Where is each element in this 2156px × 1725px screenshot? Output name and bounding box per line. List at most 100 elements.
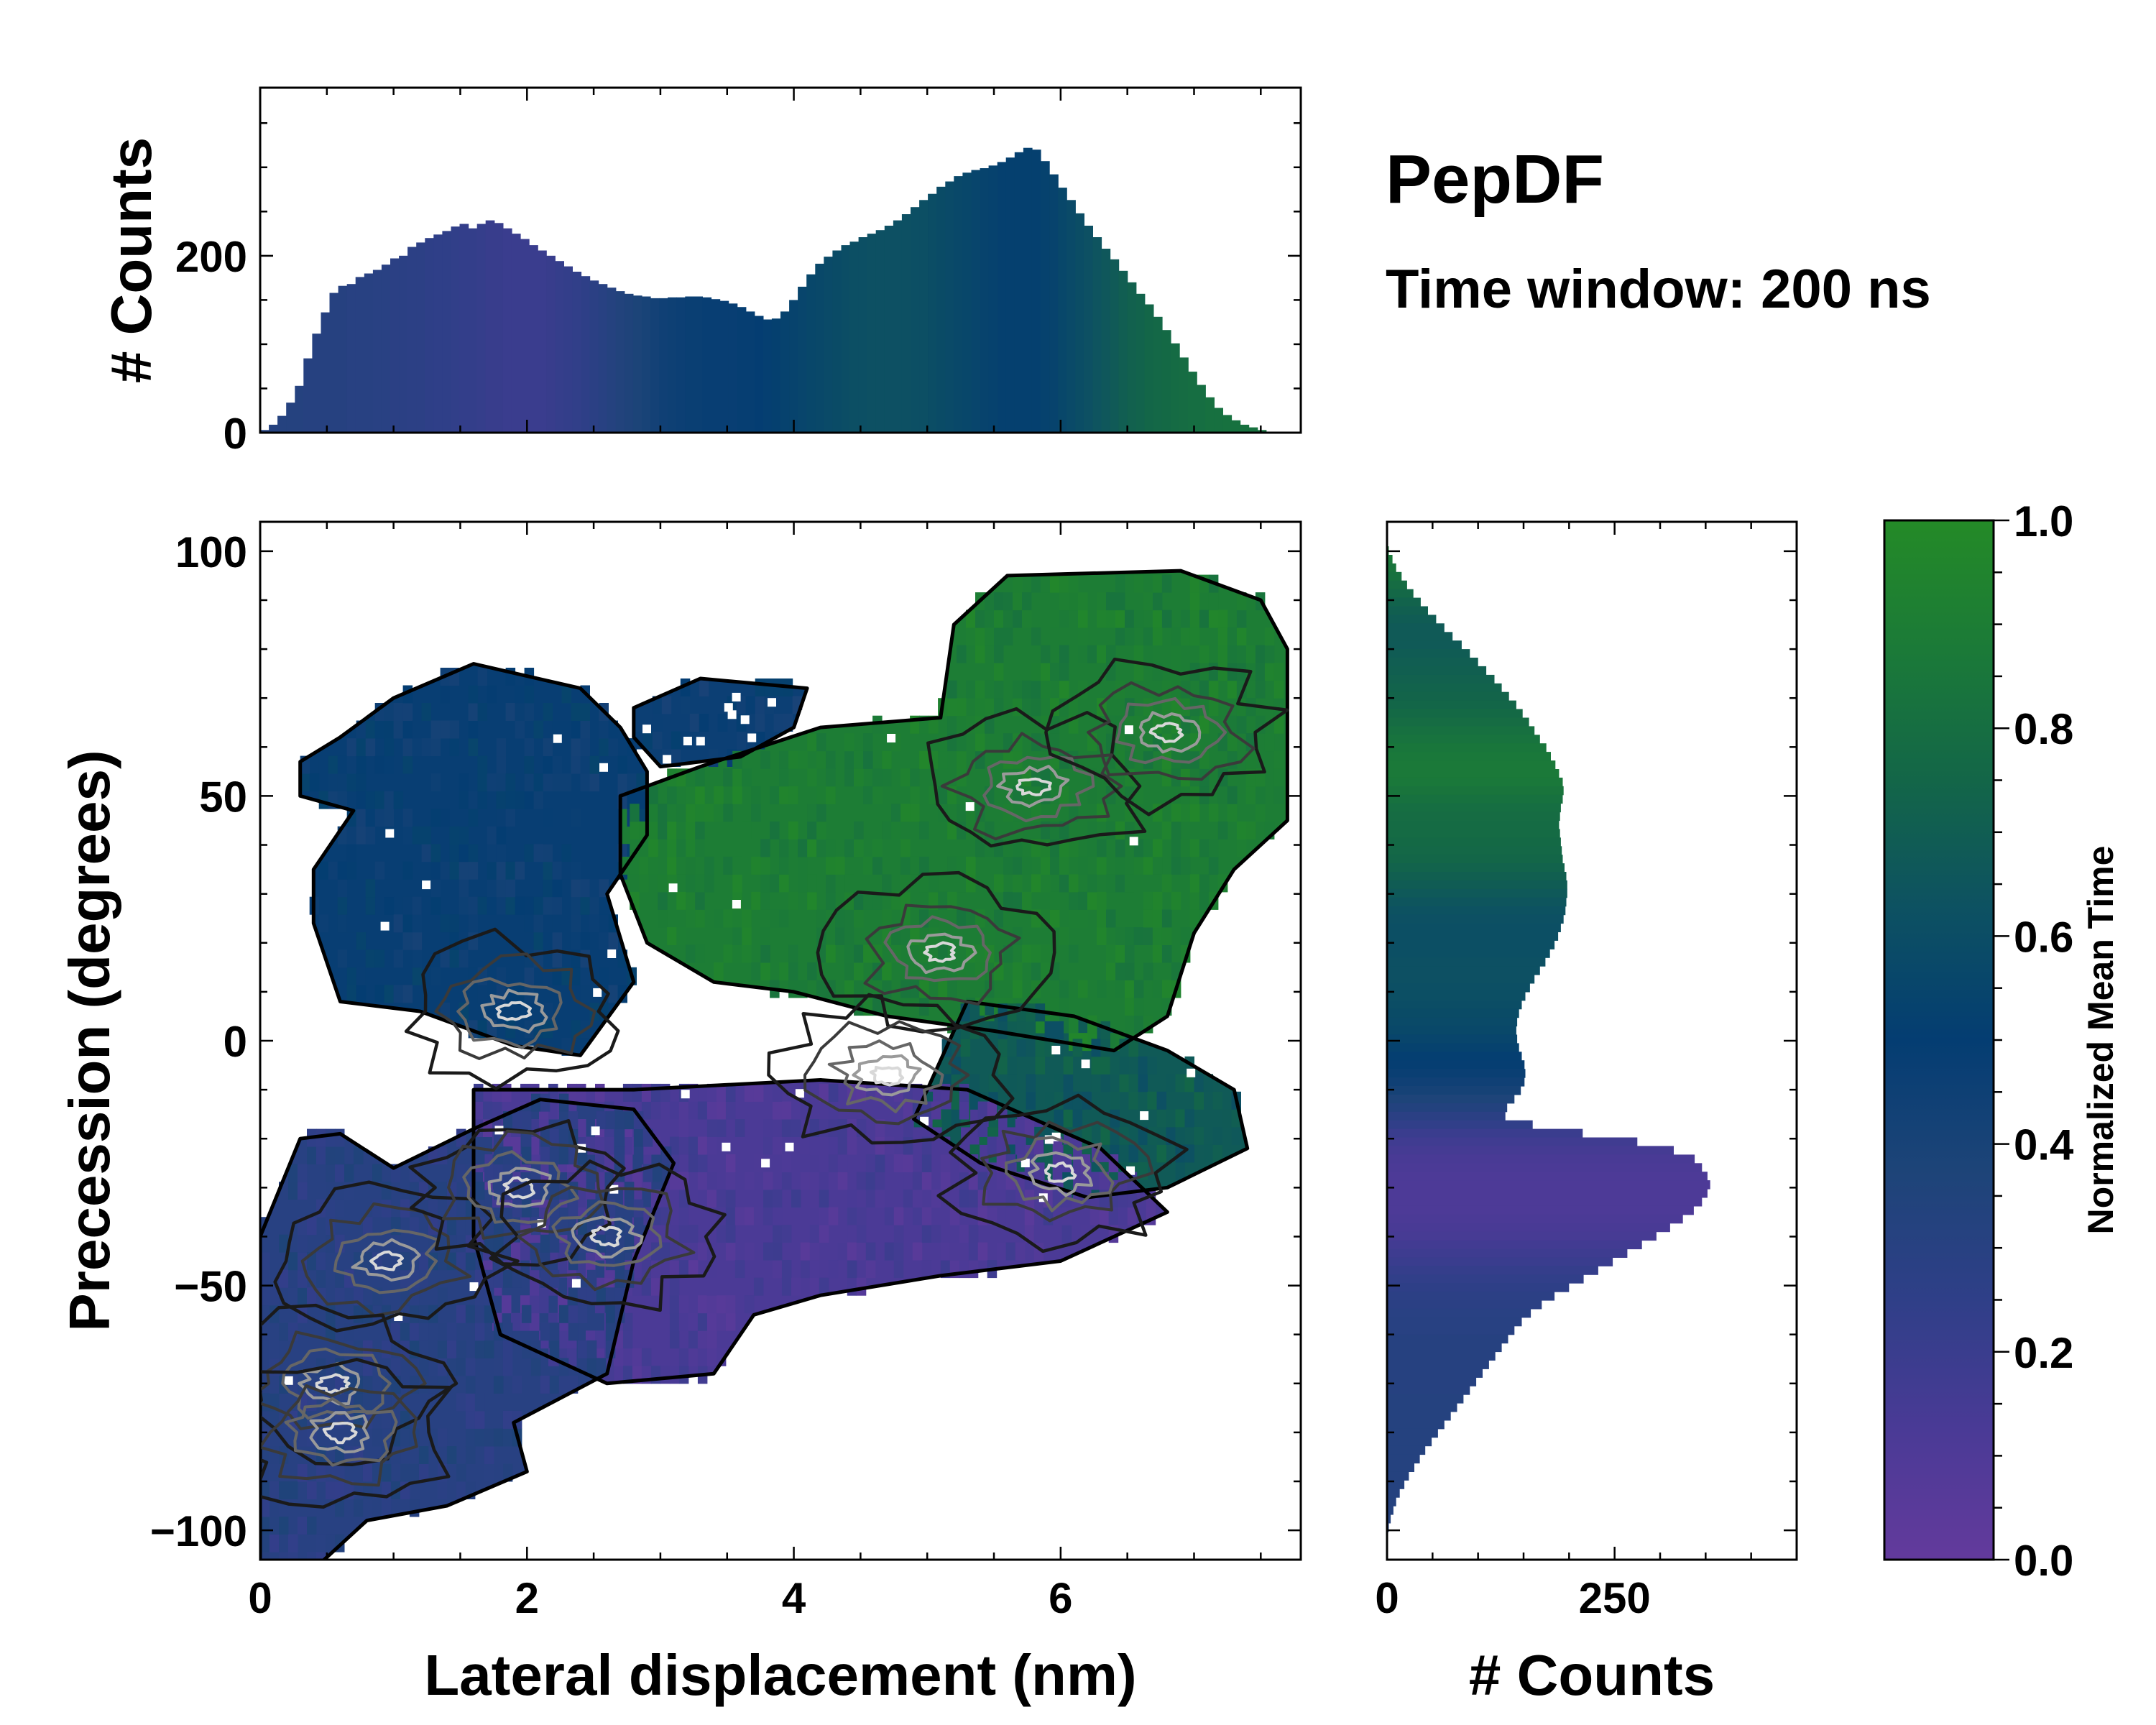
heatmap-bin: [279, 1481, 289, 1499]
heatmap-bin: [1152, 980, 1163, 998]
heatmap-bin: [1133, 1015, 1144, 1034]
heatmap-bin: [326, 1199, 336, 1218]
right-hist-bar: [1387, 803, 1561, 813]
top-hist-bar: [277, 415, 287, 433]
heatmap-bin: [1013, 980, 1023, 998]
heatmap-bin: [900, 927, 911, 945]
right-hist-bar: [1387, 1445, 1426, 1455]
heatmap-bin: [807, 839, 817, 857]
heatmap-bin: [658, 821, 668, 840]
heatmap-bin: [580, 703, 590, 721]
heatmap-bin: [994, 663, 1004, 681]
heatmap-bin: [686, 786, 696, 804]
heatmap-bin: [1078, 856, 1088, 875]
heatmap-bin: [882, 909, 892, 928]
top-hist-bar: [372, 270, 382, 433]
heatmap-bin: [1152, 592, 1163, 611]
heatmap-bin: [791, 1119, 801, 1137]
heatmap-bin: [951, 1091, 962, 1110]
right-hist-bar: [1387, 786, 1564, 796]
heatmap-bin: [502, 1295, 512, 1314]
heatmap-bin: [561, 844, 571, 862]
heatmap-bin: [530, 1312, 540, 1331]
density-contour: [442, 1129, 604, 1240]
heatmap-bin: [755, 696, 765, 714]
heatmap-bin: [468, 703, 479, 721]
heatmap-bin: [716, 1119, 727, 1137]
heatmap-bin: [446, 1199, 457, 1218]
right-hist-bar: [1387, 1471, 1409, 1481]
heatmap-bin: [910, 768, 920, 787]
heatmap-bin: [658, 909, 668, 928]
heatmap-bin: [639, 856, 649, 875]
heatmap-bin: [742, 768, 752, 787]
heatmap-bin: [1212, 1091, 1222, 1110]
heatmap-bin: [468, 844, 479, 862]
heatmap-bin: [807, 891, 817, 910]
heatmap-bin: [763, 1172, 773, 1190]
right-histogram-xlabel: # Counts: [1469, 1643, 1715, 1707]
heatmap-bin: [468, 861, 479, 880]
heatmap-bin: [1217, 610, 1228, 628]
right-histogram: 0 250 # Counts: [1375, 520, 1798, 1707]
heatmap-bin: [835, 927, 845, 945]
heatmap-bin: [465, 1428, 476, 1447]
heatmap-bin: [477, 791, 488, 809]
heatmap-bin: [957, 715, 967, 734]
right-hist-bar: [1387, 1103, 1508, 1113]
heatmap-bin: [947, 821, 957, 840]
heatmap-bin: [279, 1534, 289, 1552]
heatmap-bin: [966, 680, 976, 699]
heatmap-bin: [704, 874, 714, 893]
heatmap-bin: [1222, 1109, 1232, 1128]
heatmap-bin: [456, 1463, 466, 1482]
heatmap-bin: [353, 1146, 364, 1165]
top-hist-bar: [399, 255, 408, 433]
heatmap-bin: [969, 1091, 980, 1110]
heatmap-bin: [1054, 1074, 1064, 1092]
heatmap-bin: [1013, 592, 1023, 611]
heatmap-bin: [595, 1330, 605, 1349]
heatmap-bin: [1217, 821, 1228, 840]
empty-bin: [696, 737, 705, 746]
heatmap-bin: [381, 1410, 392, 1429]
heatmap-bin: [1069, 574, 1079, 593]
heatmap-bin: [632, 1348, 642, 1366]
heatmap-bin: [760, 944, 770, 963]
heatmap-bin: [326, 1463, 336, 1482]
colorbar-tick-label: 0.0: [2014, 1537, 2073, 1585]
heatmap-bin: [1003, 750, 1013, 769]
heatmap-bin: [409, 1182, 420, 1200]
heatmap-bin: [362, 1252, 373, 1271]
heatmap-bin: [947, 680, 957, 699]
heatmap-bin: [558, 1330, 568, 1349]
colorbar: 0.00.20.40.60.81.0 Normalized Mean Time: [1883, 497, 2121, 1585]
heatmap-bin: [402, 861, 413, 880]
heatmap-bin: [1031, 874, 1041, 893]
heatmap-bin: [580, 738, 590, 757]
heatmap-bin: [362, 1375, 373, 1394]
heatmap-bin: [1161, 821, 1172, 840]
heatmap-bin: [809, 1136, 820, 1155]
density-contour: [551, 1200, 663, 1267]
heatmap-bin: [1050, 891, 1060, 910]
heatmap-bin: [714, 804, 724, 822]
heatmap-bin: [571, 896, 581, 915]
heatmap-bin: [520, 1083, 530, 1102]
heatmap-bin: [742, 944, 752, 963]
top-y-tick-label: 200: [175, 233, 247, 281]
heatmap-bin: [686, 839, 696, 857]
heatmap-bin: [641, 1101, 652, 1120]
heatmap-bin: [1125, 998, 1135, 1016]
heatmap-bin: [837, 1154, 848, 1172]
heatmap-bin: [1138, 1056, 1148, 1075]
heatmap-bin: [1013, 891, 1023, 910]
heatmap-bin: [863, 944, 873, 963]
heatmap-bin: [552, 861, 563, 880]
right-hist-bar: [1387, 691, 1509, 702]
heatmap-bin: [558, 1242, 568, 1261]
heatmap-bin: [599, 967, 609, 985]
heatmap-bin: [975, 680, 985, 699]
heatmap-bin: [816, 804, 826, 822]
